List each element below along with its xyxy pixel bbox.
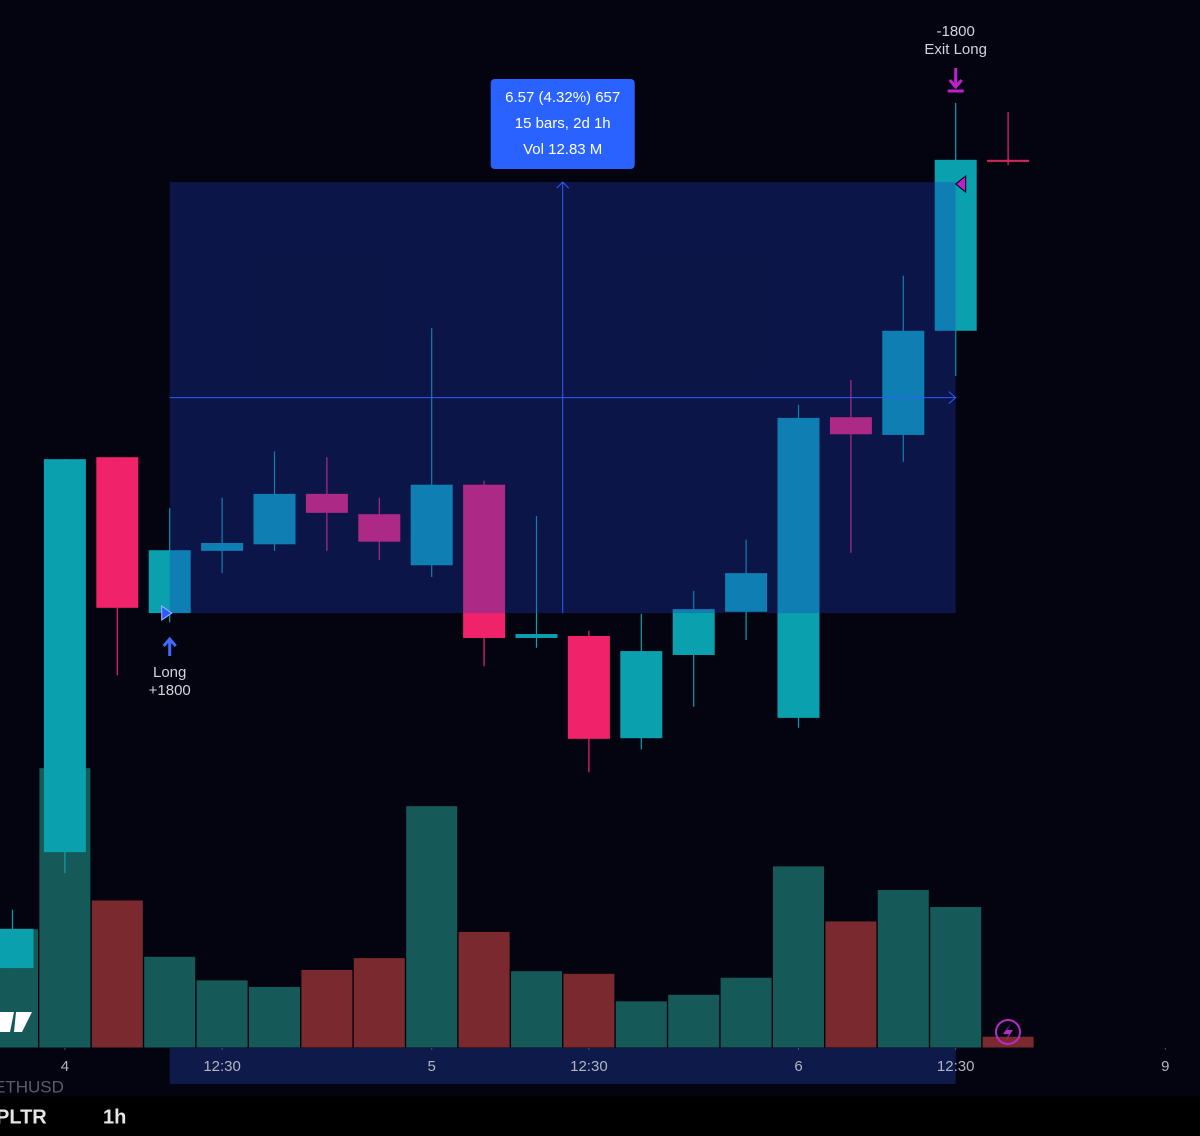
- volume-bar: [719, 976, 773, 1049]
- exit-marker: [954, 175, 967, 194]
- candle-body: [43, 459, 86, 853]
- entry-marker: [161, 605, 173, 622]
- measure-arrowhead: [948, 391, 957, 404]
- candle-body: [253, 493, 296, 545]
- volume-bar: [510, 970, 563, 1049]
- candle-body: [96, 457, 139, 608]
- candle-body: [620, 651, 663, 739]
- exit-arrow: [947, 68, 964, 93]
- measure-label-box: [490, 79, 635, 169]
- bottom-bar: [0, 1096, 1200, 1136]
- trade-label: Long: [153, 664, 186, 681]
- trade-qty: +1800: [149, 682, 191, 699]
- measure-label: 6.57 (4.32%) 657: [505, 89, 620, 106]
- candle-body: [777, 417, 820, 718]
- candle-body: [934, 159, 977, 331]
- x-tick-label: 5: [428, 1058, 436, 1075]
- measure-label: Vol 12.83 M: [523, 141, 602, 158]
- volume-bar: [929, 906, 983, 1049]
- volume-bar: [981, 1035, 1035, 1049]
- candle-body: [672, 609, 715, 655]
- measure-arrowhead: [556, 181, 570, 189]
- volume-bar: [248, 985, 301, 1049]
- x-tick-label: 6: [794, 1058, 802, 1075]
- candle-body: [515, 634, 558, 638]
- candle-body: [0, 928, 34, 969]
- alert-icon: [995, 1019, 1021, 1045]
- candle-body: [148, 550, 191, 614]
- volume-bar: [195, 979, 249, 1049]
- volume-bar: [876, 888, 930, 1049]
- volume-bar: [90, 899, 144, 1049]
- x-tick-label: 12:30: [203, 1058, 241, 1075]
- volume-bar: [143, 955, 197, 1049]
- candle-body: [358, 514, 401, 542]
- volume-bar: [562, 972, 616, 1049]
- candle-body: [305, 493, 348, 513]
- trade-qty: -1800: [937, 23, 975, 40]
- volume-bar: [300, 968, 354, 1049]
- volume-bar: [405, 805, 459, 1049]
- x-tick-label: 9: [1161, 1058, 1169, 1075]
- volume-bar: [824, 920, 878, 1049]
- entry-arrow: [162, 636, 177, 656]
- volume-bar: [772, 865, 825, 1049]
- candle-body: [567, 636, 610, 739]
- logo: [0, 1012, 32, 1032]
- x-tick-label: 12:30: [937, 1058, 975, 1075]
- volume-bar: [667, 993, 721, 1049]
- volume-bar: [352, 957, 406, 1049]
- x-axis-highlight: [169, 1048, 956, 1084]
- candle-body: [201, 542, 244, 551]
- volume-bar: [614, 1000, 668, 1049]
- volume-bar: [457, 930, 511, 1049]
- candle-body: [725, 573, 768, 612]
- candle-body: [463, 484, 506, 638]
- symbol: PLTR: [0, 1106, 47, 1128]
- other-symbol: ETHUSD: [0, 1077, 64, 1096]
- x-tick-label: 4: [61, 1058, 69, 1075]
- candle-body: [410, 484, 453, 566]
- x-tick-label: 12:30: [570, 1058, 608, 1075]
- alert-icon-bolt: [1003, 1023, 1013, 1042]
- candle-body: [882, 330, 925, 435]
- interval: 1h: [103, 1106, 126, 1128]
- measure-label: 15 bars, 2d 1h: [515, 115, 611, 132]
- trade-label: Exit Long: [924, 41, 987, 58]
- candle-body: [829, 417, 872, 435]
